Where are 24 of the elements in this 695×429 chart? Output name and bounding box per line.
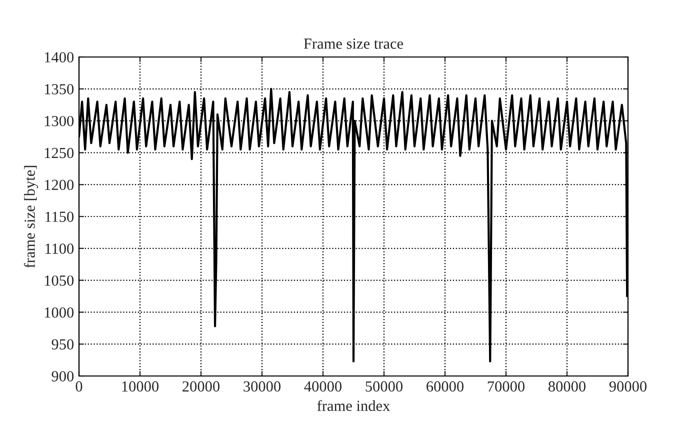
y-tick-label: 1300	[44, 116, 74, 126]
y-axis-title: frame size [byte]	[24, 166, 38, 268]
x-tick-label: 30000	[244, 381, 281, 392]
y-tick-label: 1350	[44, 84, 74, 94]
x-tick-label: 10000	[122, 381, 159, 392]
x-tick-label: 70000	[488, 381, 525, 392]
chart-title: Frame size trace	[304, 38, 404, 49]
x-tick-label: 80000	[548, 381, 586, 392]
x-tick-label: 90000	[609, 381, 647, 392]
y-tick-label: 1000	[44, 307, 74, 318]
y-tick-label: 1250	[44, 148, 74, 158]
y-tick-label: 1400	[44, 52, 74, 62]
y-tick-label: 1050	[44, 275, 74, 286]
x-tick-label: 60000	[426, 381, 464, 392]
x-tick-label: 20000	[182, 381, 220, 392]
y-tick-label: 900	[52, 371, 74, 382]
y-tick-label: 1100	[46, 244, 74, 254]
y-tick-label: 1150	[46, 212, 74, 222]
y-tick-label: 950	[52, 339, 74, 350]
x-tick-label: 40000	[304, 381, 342, 392]
y-tick-label: 1200	[44, 180, 74, 190]
x-axis-title: frame index	[317, 400, 390, 412]
x-tick-label: 50000	[366, 381, 403, 392]
x-tick-label: 0	[76, 381, 82, 392]
